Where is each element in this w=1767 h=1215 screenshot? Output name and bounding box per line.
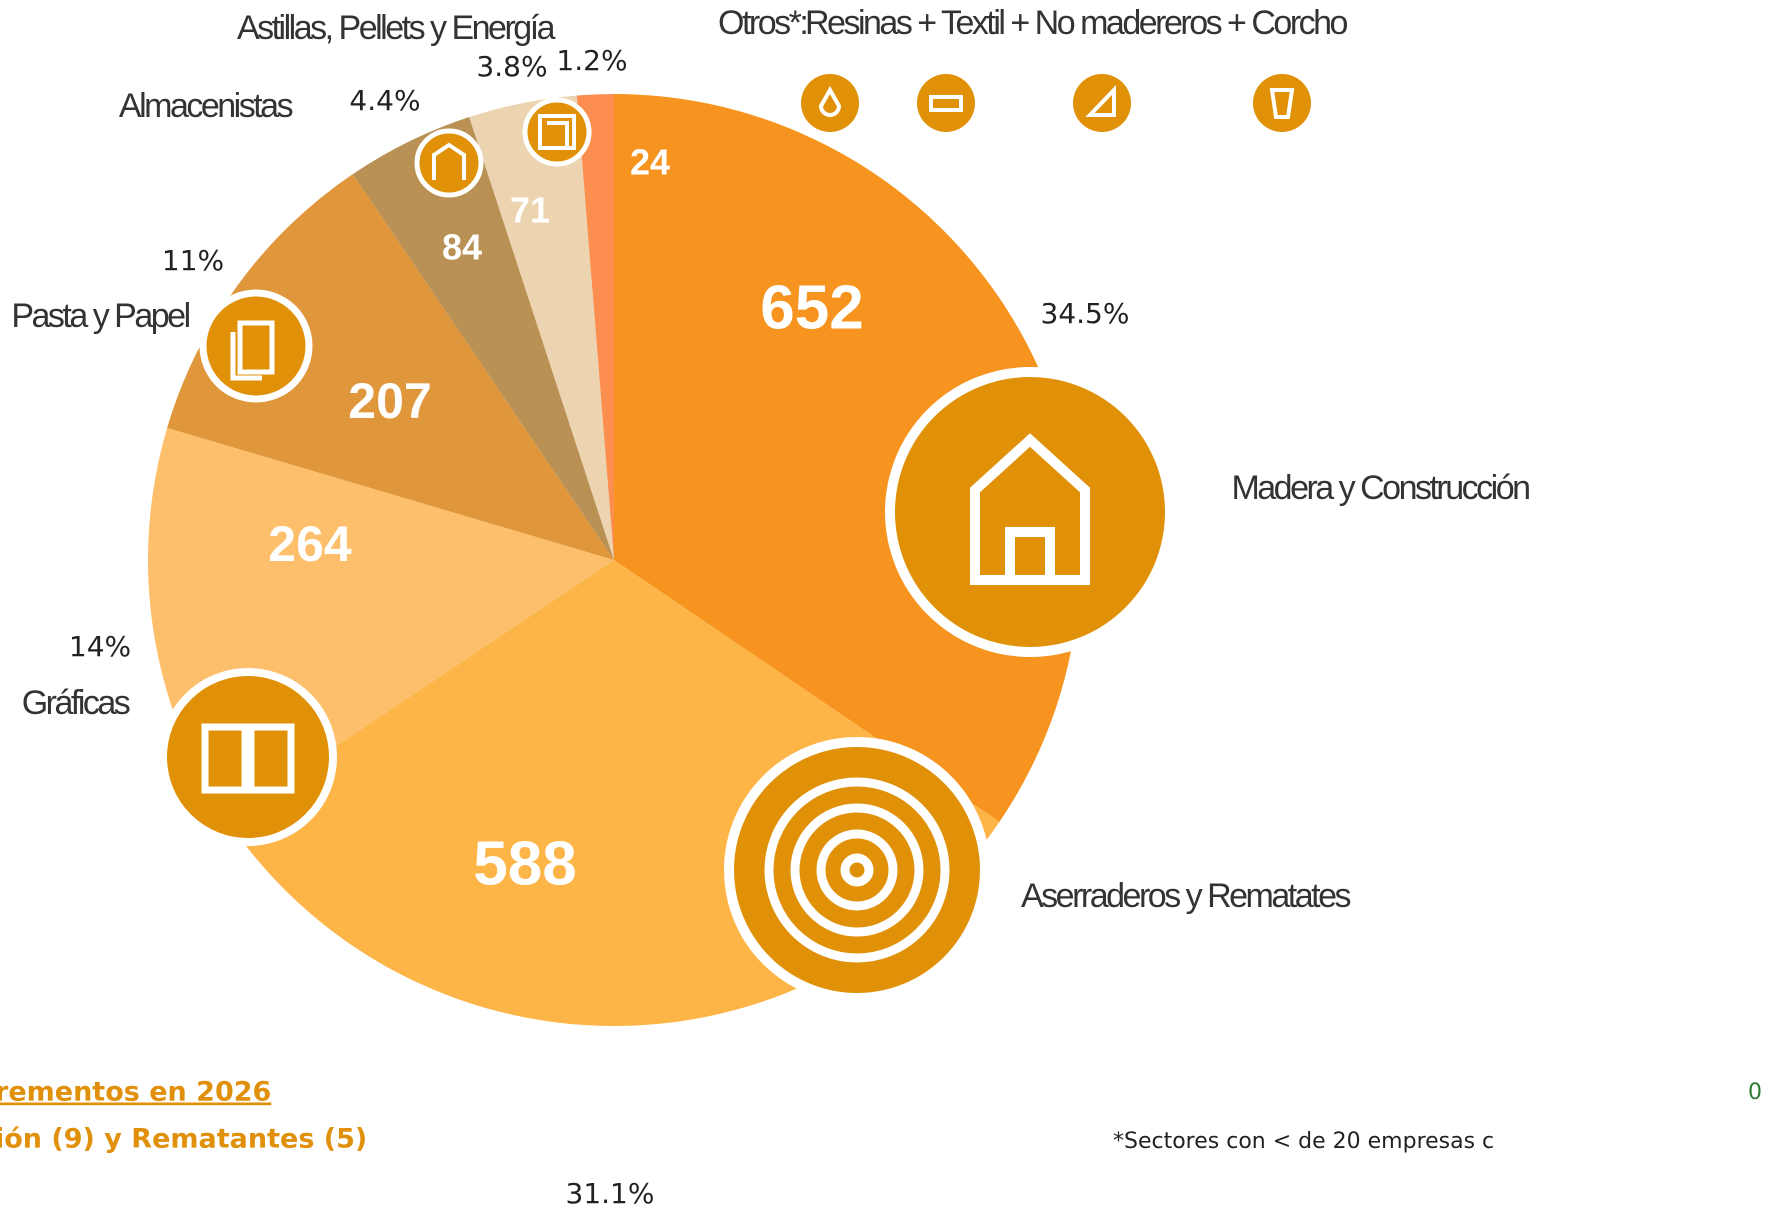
icon-book-shape xyxy=(201,723,295,794)
icon-resin xyxy=(801,74,859,132)
pie-slice xyxy=(352,117,614,560)
value-label: 264 xyxy=(268,516,352,572)
note-2: ión (9) y Rematantes (5) xyxy=(0,1124,367,1155)
percent-label: 31.1% xyxy=(566,1177,655,1210)
pie-slice xyxy=(167,174,614,560)
icon-fireplace-shape xyxy=(538,114,576,150)
icon-paper xyxy=(199,289,313,403)
icon-other-shapes xyxy=(818,85,1295,119)
icon-house-shape xyxy=(970,433,1090,585)
note-3: 0 xyxy=(1748,1080,1762,1105)
category-label: Aserraderos y Rematates xyxy=(1021,877,1350,915)
icon-rings-shape xyxy=(764,777,950,963)
others-note: Resinas + Textil + No madereros + Corcho xyxy=(805,4,1348,42)
category-label: Gráficas xyxy=(22,684,130,722)
category-label: Almacenistas xyxy=(119,87,293,125)
pie-slice xyxy=(576,94,614,560)
percent-label: 14% xyxy=(69,630,131,663)
value-label: 652 xyxy=(760,273,863,342)
icon-house xyxy=(885,367,1175,657)
value-label: 207 xyxy=(348,373,431,429)
category-label: Astillas, Pellets y Energía xyxy=(237,9,556,47)
icon-textile xyxy=(917,74,975,132)
pie-slice xyxy=(469,95,614,560)
value-label: 71 xyxy=(510,190,550,231)
note-4: *Sectores con < de 20 empresas c xyxy=(1113,1129,1494,1154)
value-label: 84 xyxy=(442,227,482,268)
note-1: rementos en 2026 xyxy=(0,1077,271,1108)
icon-cork xyxy=(1253,74,1311,132)
icon-warehouse-shape xyxy=(432,142,466,180)
value-label: 24 xyxy=(630,142,670,183)
icons xyxy=(159,74,1311,1003)
value-label: 588 xyxy=(473,829,576,898)
icon-warehouse xyxy=(414,128,484,198)
icon-fireplace xyxy=(522,97,592,167)
category-label: Pasta y Papel xyxy=(11,297,189,335)
percent-label: 4.4% xyxy=(349,84,420,117)
category-label: Madera y Construcción xyxy=(1231,469,1529,507)
percent-label: 34.5% xyxy=(1041,297,1130,330)
percent-label: 11% xyxy=(162,244,224,277)
percent-label: 3.8% xyxy=(476,50,547,83)
percent-label: 1.2% xyxy=(556,44,627,77)
others-label: Otros*: xyxy=(718,4,806,42)
icon-paper-shape xyxy=(230,320,275,381)
